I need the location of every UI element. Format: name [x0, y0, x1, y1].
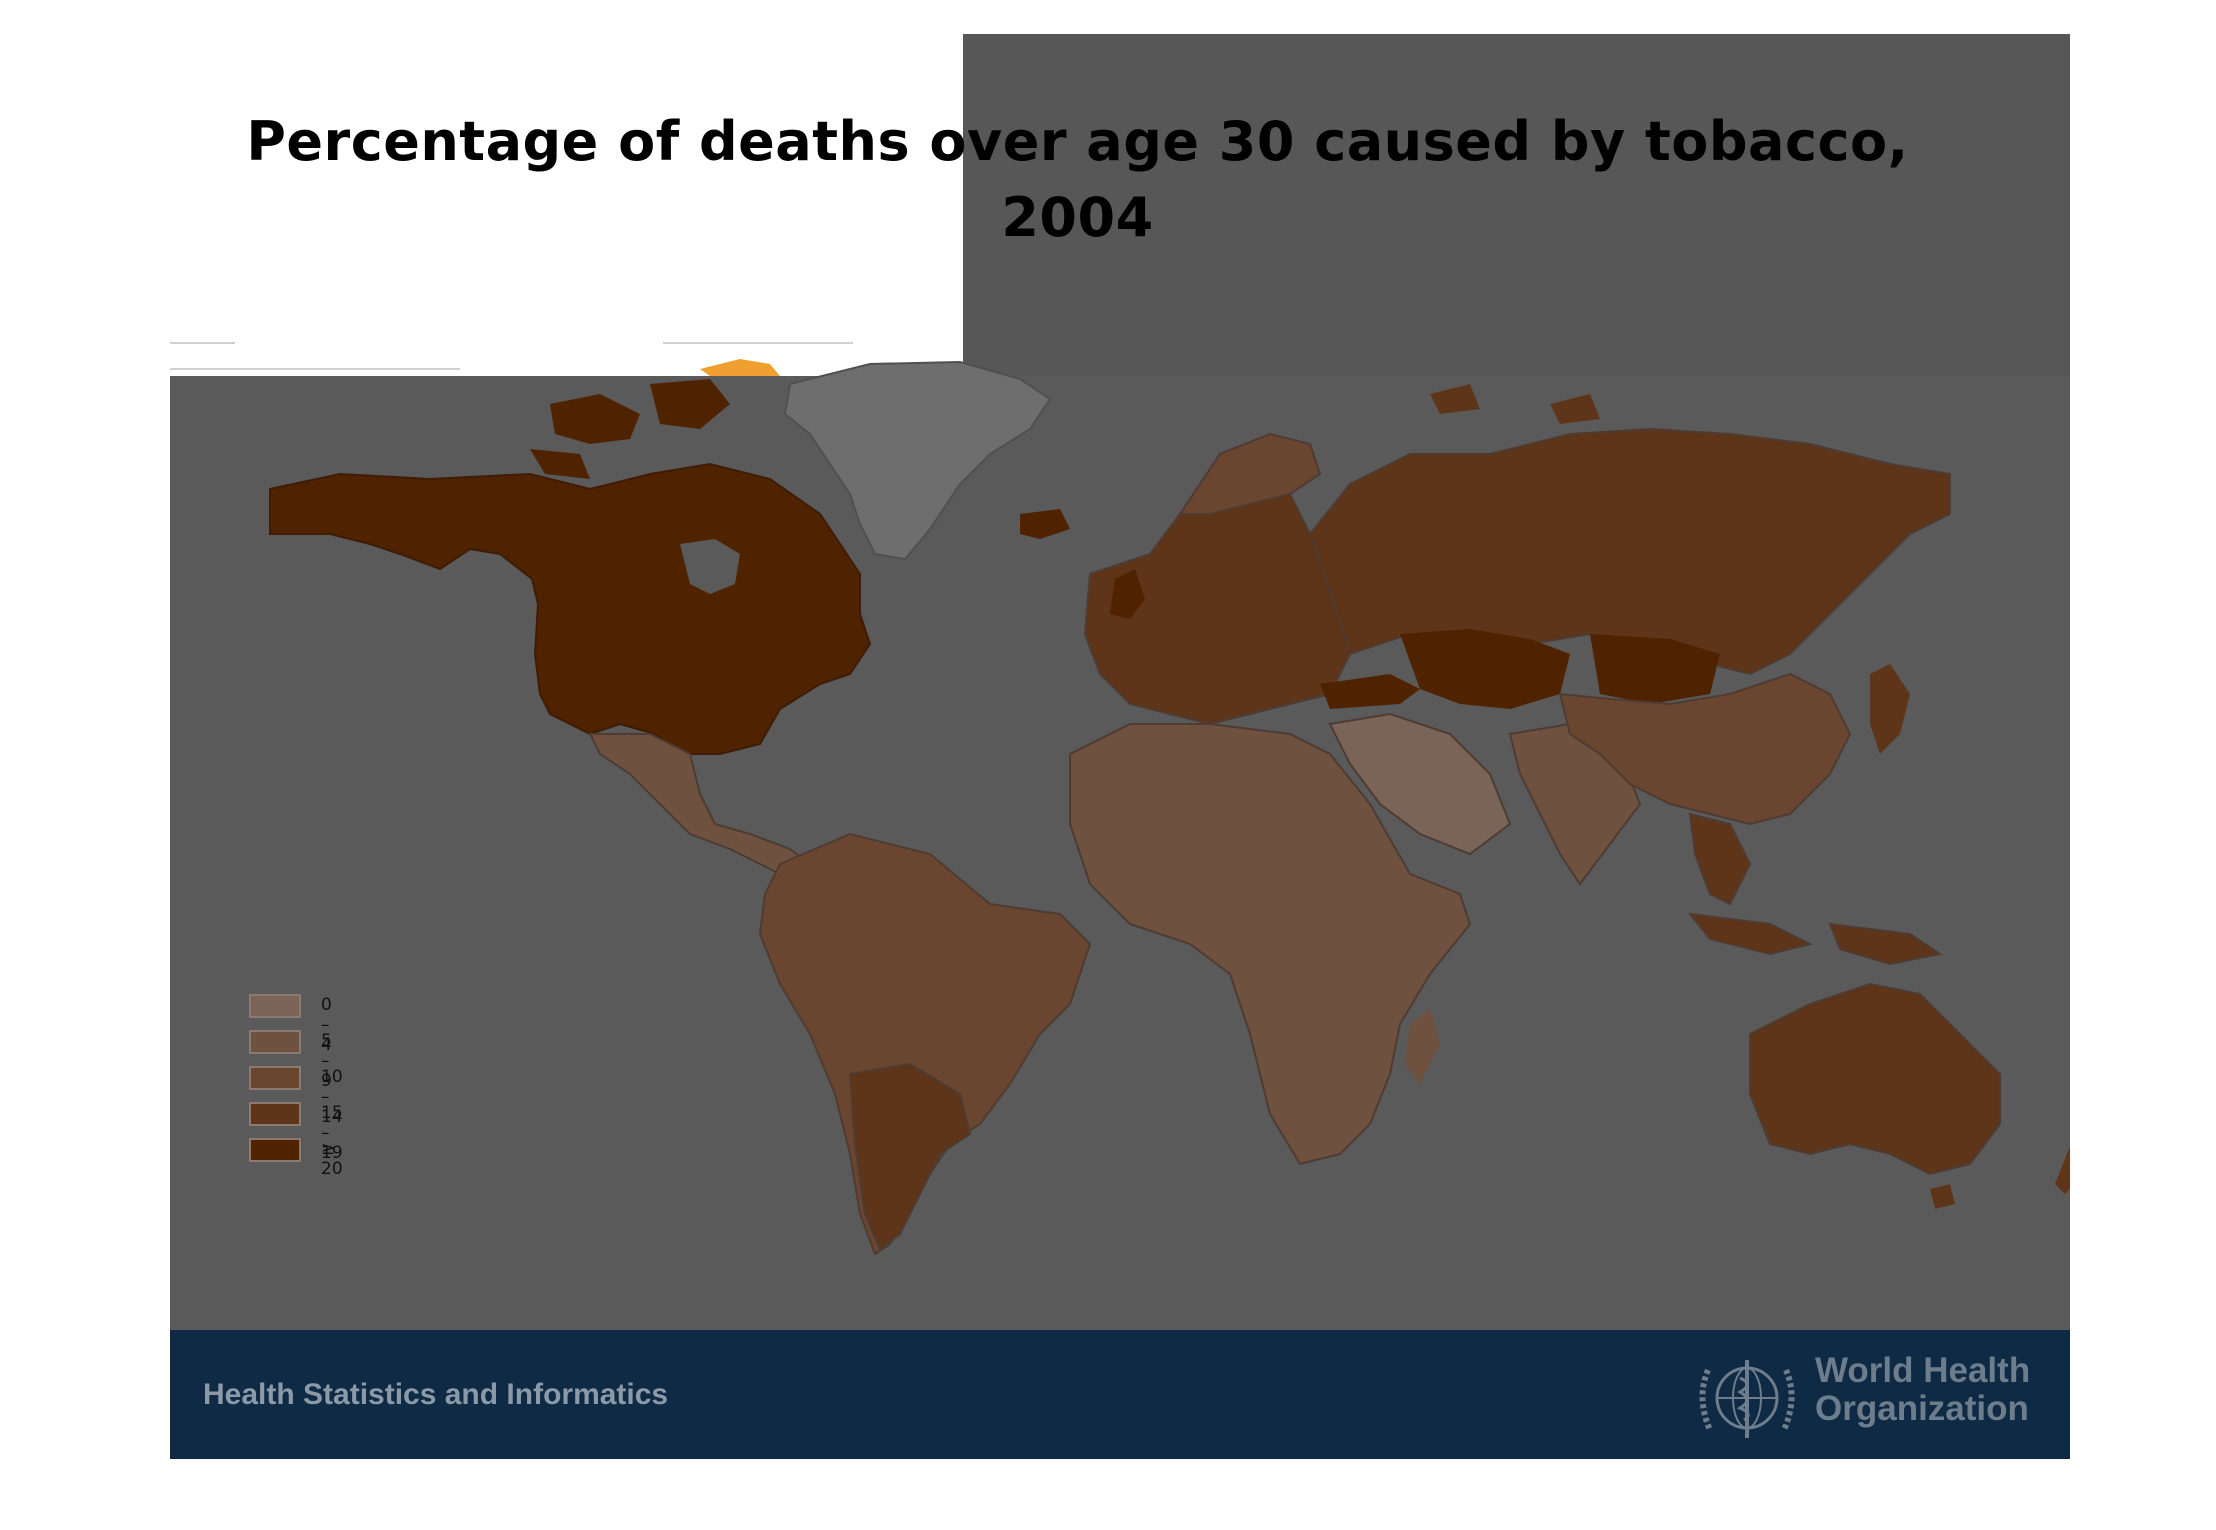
region-mongolia — [1590, 634, 1720, 704]
region-north-america — [269, 462, 872, 755]
legend-label: 5 – 9 — [321, 1031, 332, 1091]
slide: Percentage of deaths over age 30 caused … — [170, 34, 2070, 1459]
world-map — [269, 359, 2070, 1256]
region-arctic-islands — [530, 379, 730, 479]
legend-swatch — [249, 1066, 301, 1090]
legend-swatch — [249, 1030, 301, 1054]
region-russia-north-islands — [1430, 384, 1600, 424]
region-southeast-asia — [1687, 812, 1943, 966]
region-turkey — [1320, 674, 1420, 709]
region-south-america — [758, 832, 1092, 1256]
region-madagascar — [1405, 1009, 1440, 1084]
divider — [170, 342, 235, 344]
legend-label: 10 – 14 — [321, 1067, 343, 1127]
region-china — [1558, 672, 1852, 826]
organization-name-line2: Organization — [1815, 1389, 2029, 1428]
legend-label: 0 – 4 — [321, 995, 332, 1055]
organization-name: World Health Organization — [1815, 1352, 2030, 1428]
organization-name-line1: World Health — [1815, 1351, 2031, 1390]
region-central-america — [588, 733, 812, 881]
divider — [170, 368, 460, 370]
legend-swatch — [249, 1102, 301, 1126]
region-tasmania — [1930, 1184, 1955, 1209]
who-logo-icon — [1699, 1360, 1795, 1438]
page-title: Percentage of deaths over age 30 caused … — [246, 110, 1909, 249]
divider — [663, 342, 853, 344]
region-uk — [1110, 569, 1145, 619]
legend-swatch — [249, 994, 301, 1018]
region-iceland — [1020, 509, 1070, 539]
region-greenland — [783, 360, 1052, 561]
region-middle-east — [1328, 712, 1512, 856]
background-panel-top — [963, 34, 2070, 376]
region-scandinavia — [1178, 432, 1322, 515]
region-australia — [1749, 982, 2001, 1176]
region-africa — [1069, 723, 1472, 1166]
region-kazakhstan — [1400, 629, 1570, 709]
region-southern-south-america — [848, 1062, 972, 1251]
legend-label: ≥ 20 — [321, 1139, 343, 1179]
legend-label: 15 – 19 — [321, 1103, 343, 1163]
region-japan — [1870, 664, 1910, 754]
footer-text: Health Statistics and Informatics — [203, 1378, 669, 1411]
legend-swatch — [249, 1138, 301, 1162]
region-new-zealand — [2055, 1146, 2070, 1194]
region-highlight-orange — [700, 359, 780, 376]
footer-bar: Health Statistics and Informatics World … — [170, 1330, 2070, 1459]
region-hudson-bay — [680, 539, 740, 594]
